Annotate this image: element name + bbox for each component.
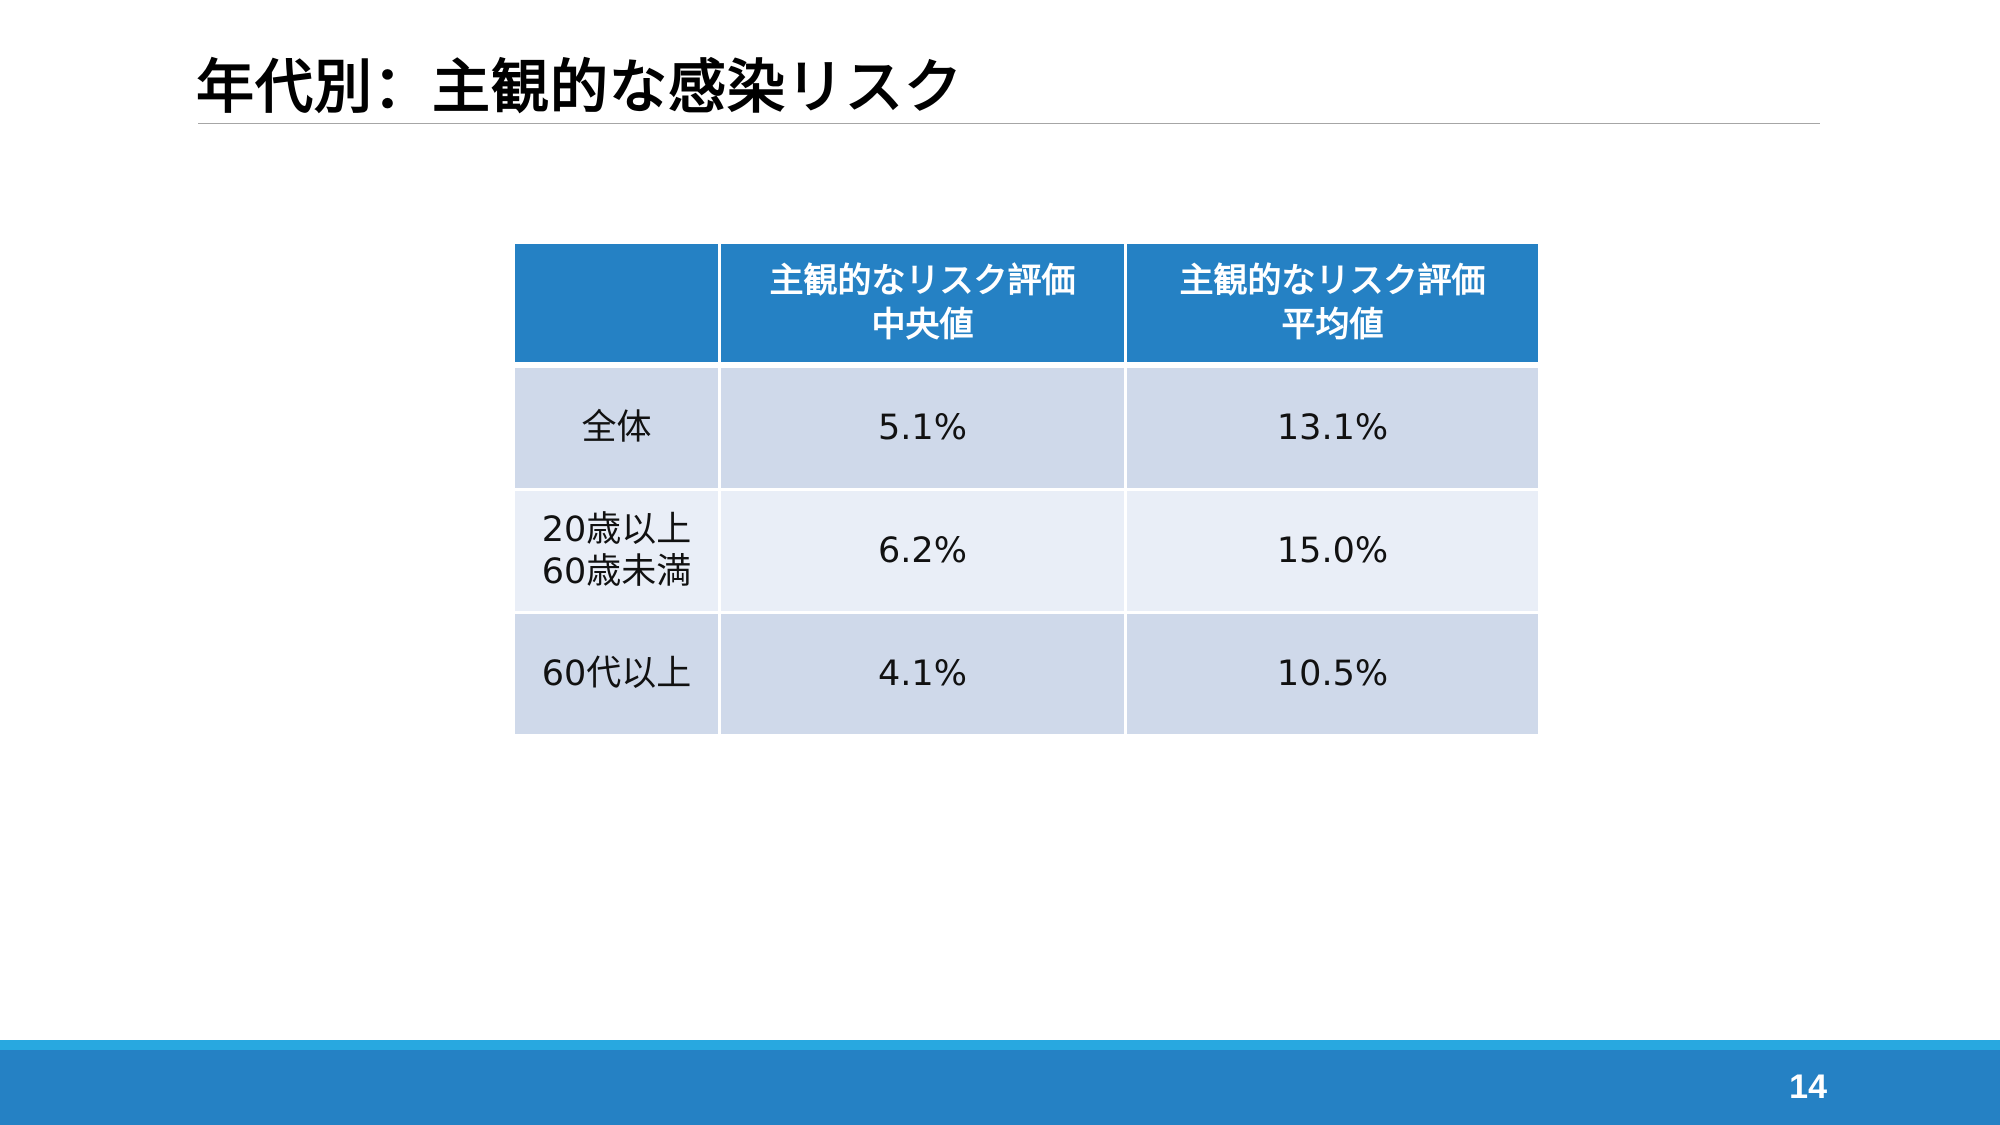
median-value-20-59: 6.2% — [718, 488, 1127, 614]
header-median-line-1: 主観的なリスク評価 — [769, 261, 1076, 301]
mean-value-60-plus: 10.5% — [1124, 611, 1541, 737]
header-median-line-2: 中央値 — [871, 305, 974, 345]
title-divider — [198, 123, 1820, 124]
table-row-all: 全体 5.1% 13.1% — [512, 363, 1541, 491]
row-label-20-59-line-2: 60歳未満 — [541, 552, 692, 592]
row-label-20-59-line-1: 20歳以上 — [541, 510, 692, 550]
table-header-row: 主観的なリスク評価 中央値 主観的なリスク評価 平均値 — [512, 241, 1541, 368]
row-label-60-plus: 60代以上 — [512, 611, 721, 737]
row-label-20-59: 20歳以上 60歳未満 — [512, 488, 721, 614]
mean-value-all: 13.1% — [1124, 363, 1541, 491]
header-mean-line-2: 平均値 — [1281, 305, 1384, 345]
page-number: 14 — [1789, 1068, 1827, 1106]
median-value-all: 5.1% — [718, 363, 1127, 491]
table-row-60-plus: 60代以上 4.1% 10.5% — [512, 611, 1541, 737]
footer-bar — [0, 1050, 2000, 1125]
header-cell-empty — [512, 241, 721, 368]
footer-accent-stripe — [0, 1040, 2000, 1050]
row-label-60-plus-text: 60代以上 — [541, 654, 692, 694]
header-cell-mean: 主観的なリスク評価 平均値 — [1124, 241, 1541, 368]
table-row-20-59: 20歳以上 60歳未満 6.2% 15.0% — [512, 488, 1541, 614]
mean-value-20-59: 15.0% — [1124, 488, 1541, 614]
slide-title: 年代別：主観的な感染リスク — [196, 53, 964, 121]
row-label-all: 全体 — [512, 363, 721, 491]
header-cell-median: 主観的なリスク評価 中央値 — [718, 241, 1127, 368]
risk-table: 主観的なリスク評価 中央値 主観的なリスク評価 平均値 全体 5.1% 13.1… — [512, 241, 1541, 737]
median-value-60-plus: 4.1% — [718, 611, 1127, 737]
row-label-all-text: 全体 — [581, 408, 652, 448]
header-mean-line-1: 主観的なリスク評価 — [1179, 261, 1486, 301]
